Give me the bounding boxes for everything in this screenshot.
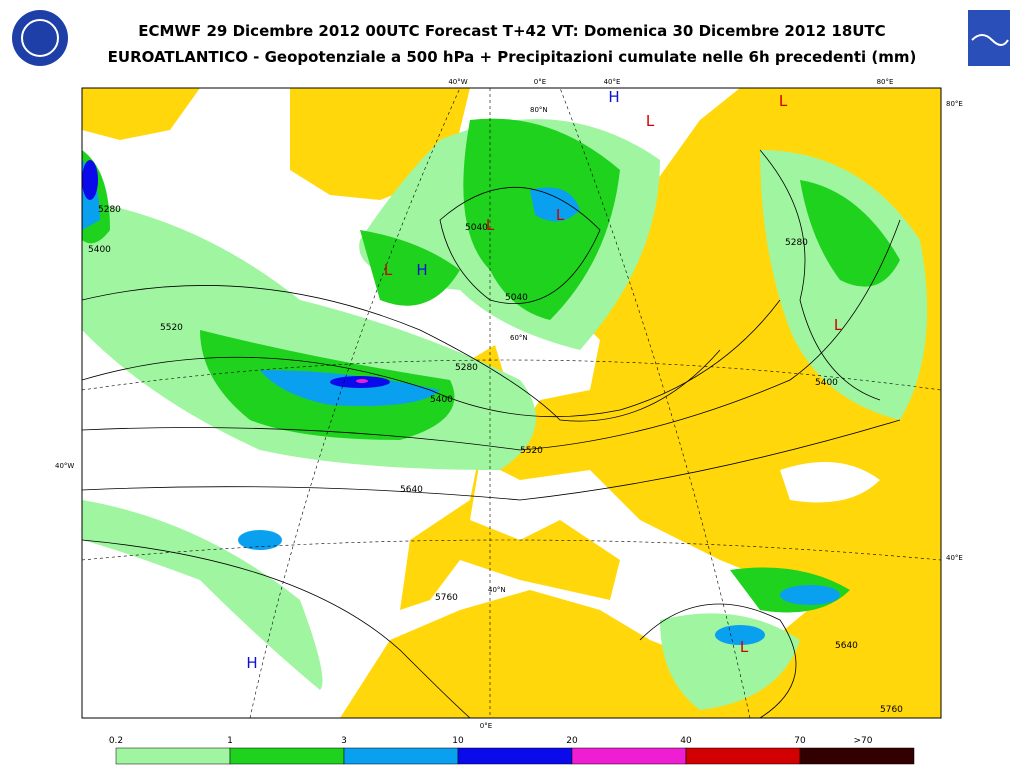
pressure-center: L (834, 316, 843, 334)
logo-right-wave (971, 34, 1009, 46)
legend-swatch (343, 747, 459, 765)
legend-label: 1 (227, 736, 233, 746)
map-frame (81, 87, 942, 719)
contour-label: 5400 (430, 395, 453, 405)
contour-label: 5040 (505, 293, 528, 303)
legend-swatch (229, 747, 345, 765)
pressure-center: H (608, 88, 619, 106)
grid-label: 0°E (480, 722, 492, 730)
precip-very-heavy (82, 160, 390, 388)
precip-heavy (82, 160, 840, 645)
contour-label: 5280 (785, 238, 808, 248)
grid-label: 80°E (877, 78, 894, 86)
grid-label: 60°N (510, 334, 528, 342)
grid-label: 40°N (488, 586, 506, 594)
land-africa (340, 590, 760, 718)
legend-label: >70 (854, 736, 873, 746)
contours (82, 149, 901, 718)
pressure-center: L (740, 638, 749, 656)
pressure-center: H (416, 261, 427, 279)
pressure-center: L (646, 112, 655, 130)
pressure-center: H (246, 654, 257, 672)
legend-swatch (457, 747, 573, 765)
contour-label: 5280 (98, 205, 121, 215)
grid-label: 0°E (534, 78, 546, 86)
graticule (82, 88, 941, 718)
legend: 0.2 1 3 10 20 40 70 >70 (109, 736, 915, 765)
legend-label: 10 (452, 736, 464, 746)
legend-label: 20 (566, 736, 578, 746)
logo-left-ring (21, 19, 59, 57)
contour-label: 5400 (815, 378, 838, 388)
grid-label: 80°N (530, 106, 548, 114)
legend-label: 0.2 (109, 736, 123, 746)
subtitle: EUROATLANTICO - Geopotenziale a 500 hPa … (108, 48, 917, 66)
logo-left (12, 10, 68, 66)
legend-label: 70 (794, 736, 806, 746)
grid-label: 40°E (604, 78, 621, 86)
pressure-center: L (779, 92, 788, 110)
contour-label: 5640 (400, 485, 423, 495)
grid-label: 80°E (946, 100, 963, 108)
legend-swatch (115, 747, 231, 765)
contour-label: 5280 (455, 363, 478, 373)
legend-label: 3 (341, 736, 347, 746)
precip-extreme (356, 379, 368, 383)
contour-label: 5520 (520, 446, 543, 456)
land-canada (82, 88, 200, 140)
contour-label: 5640 (835, 641, 858, 651)
title: ECMWF 29 Dicembre 2012 00UTC Forecast T+… (138, 22, 885, 40)
pressure-center: L (556, 206, 565, 224)
legend-swatch (685, 747, 801, 765)
contour-labels: 5280 5400 5520 5040 5040 5280 5400 5520 5640 5760… (88, 205, 903, 715)
pressure-center: L (486, 216, 495, 234)
legend-swatch (571, 747, 687, 765)
black-sea (780, 462, 880, 503)
legend-label: 40 (680, 736, 692, 746)
contour-label: 5400 (88, 245, 111, 255)
grid-label: 40°E (946, 554, 963, 562)
grid-label: 40°W (448, 78, 467, 86)
legend-swatch (799, 747, 915, 765)
grid-label: 40°W (55, 462, 74, 470)
pressure-center: L (384, 261, 393, 279)
contour-label: 5040 (465, 223, 488, 233)
contour-label: 5760 (880, 705, 903, 715)
map (82, 88, 941, 718)
contour-label: 5520 (160, 323, 183, 333)
contour-label: 5760 (435, 593, 458, 603)
pressure-centers: H H H L L L L L L L (246, 88, 842, 672)
